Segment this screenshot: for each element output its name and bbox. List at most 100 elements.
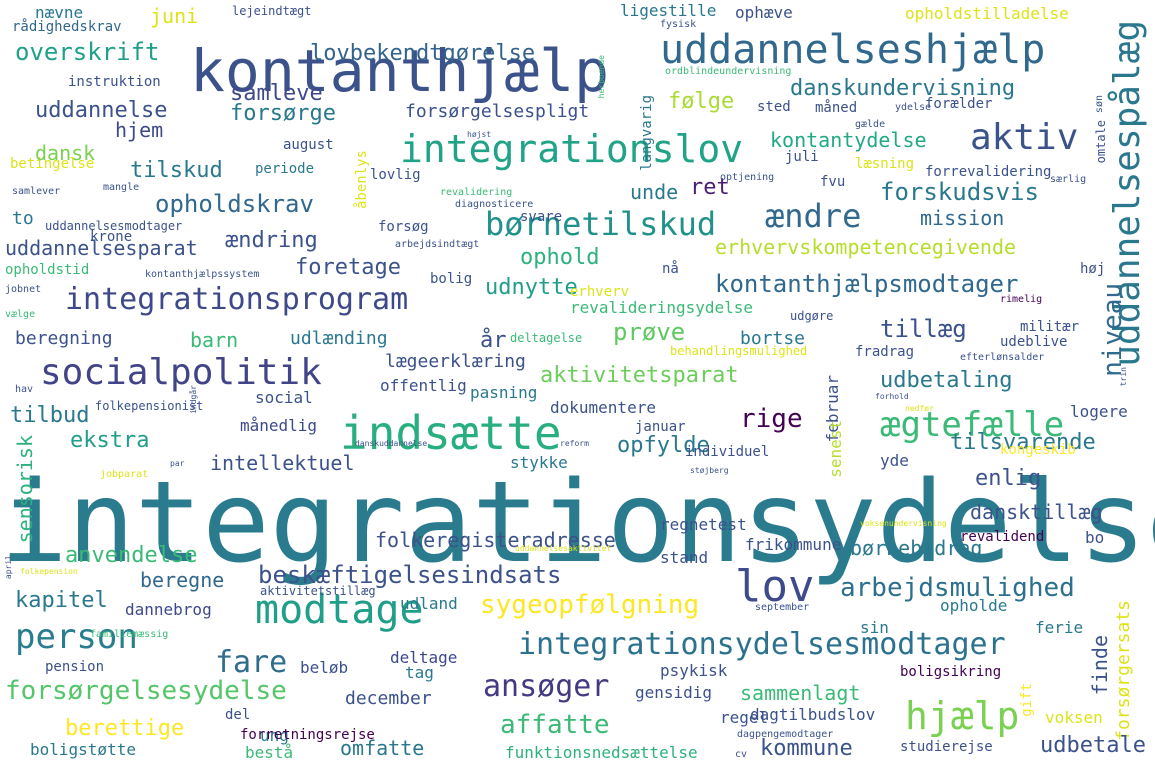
cloud-word: familiemæssig — [90, 629, 169, 640]
cloud-word: kontanthjælpsmodtager — [715, 270, 1019, 298]
cloud-word: gift — [1019, 683, 1035, 717]
cloud-word: stand — [660, 548, 709, 567]
cloud-word: danskuddannelse — [355, 439, 428, 448]
cloud-word: januar — [635, 419, 686, 435]
cloud-word: deltagelse — [510, 331, 583, 345]
cloud-word: arbejdsindtægt — [395, 239, 480, 250]
cloud-word: månedlig — [240, 416, 318, 435]
cloud-word: april — [4, 555, 13, 580]
cloud-word: rimelig — [1000, 294, 1043, 305]
cloud-word: langvarig — [639, 95, 655, 171]
cloud-word: revalideringsydelse — [570, 298, 754, 317]
cloud-word: senest — [826, 420, 845, 478]
cloud-word: august — [283, 137, 334, 153]
cloud-word: ydelse — [895, 102, 932, 113]
cloud-word: modtage — [255, 587, 424, 633]
cloud-word: behandlingsmulighed — [670, 344, 808, 358]
cloud-word: juni — [150, 4, 199, 28]
cloud-word: gælde — [855, 119, 886, 130]
cloud-word: fradrag — [855, 344, 915, 360]
cloud-word: ansøger — [483, 669, 610, 704]
cloud-word: beløb — [300, 658, 349, 677]
cloud-word: folkeregisteradresse — [375, 528, 616, 552]
cloud-word: udland — [400, 594, 458, 613]
cloud-word: omtale — [1094, 120, 1108, 164]
cloud-word: kongeskib — [1000, 442, 1076, 458]
cloud-word: fare — [215, 645, 288, 680]
cloud-word: børnebidrag — [850, 536, 983, 560]
cloud-word: ophold — [520, 245, 600, 270]
cloud-word: affatte — [500, 710, 610, 740]
cloud-word: par — [170, 459, 185, 468]
cloud-word: søn — [1094, 95, 1105, 114]
cloud-word: nævne — [35, 3, 84, 22]
cloud-word: revalidend — [960, 529, 1045, 545]
cloud-word: jobnet — [5, 284, 42, 295]
cloud-word: forsørgelsespligt — [405, 101, 590, 122]
cloud-word: barn — [190, 328, 239, 352]
cloud-word: åbenlys — [354, 150, 370, 210]
cloud-word: høj — [1080, 261, 1106, 277]
cloud-word: kommune — [760, 736, 853, 761]
cloud-word: udlænding — [290, 328, 388, 349]
cloud-word: lovlig — [370, 167, 421, 183]
cloud-word: integrationsprogram — [65, 282, 409, 317]
cloud-word: forskudsvis — [880, 178, 1039, 206]
cloud-word: indgår — [189, 385, 198, 414]
cloud-word: regnetest — [660, 515, 747, 534]
cloud-word: dagtilbudslov — [750, 705, 876, 724]
cloud-word: beskæftigelsesindsats — [258, 561, 562, 589]
cloud-word: ordblindeundervisning — [665, 66, 792, 77]
cloud-word: opholdstilladelse — [905, 4, 1069, 23]
cloud-word: to — [12, 208, 34, 229]
cloud-word: deltage — [390, 648, 458, 667]
cloud-word: ret — [690, 175, 730, 200]
cloud-word: udbetale — [1040, 733, 1146, 758]
cloud-word: revalidering — [440, 187, 513, 198]
cloud-word: individuel — [685, 444, 770, 460]
cloud-word: diagnosticere — [455, 199, 534, 210]
cloud-word: krone — [90, 229, 133, 245]
cloud-word: bestå — [245, 743, 294, 762]
cloud-word: forælder — [925, 96, 993, 112]
cloud-word: forhold — [875, 392, 909, 401]
cloud-word: studierejse — [900, 739, 993, 755]
cloud-word: integrationsydelse — [0, 458, 1155, 588]
cloud-word: danskundervisning — [790, 76, 1016, 101]
cloud-word: berettige — [65, 716, 185, 741]
cloud-word: voksen — [1045, 708, 1103, 727]
cloud-word: militær — [1020, 319, 1080, 335]
cloud-word: lov — [735, 561, 815, 612]
cloud-word: vælge — [5, 309, 36, 320]
cloud-word: efterlønsalder — [960, 352, 1045, 363]
cloud-word: måned — [815, 100, 858, 116]
cloud-word: kontanthjælpssystem — [145, 269, 260, 280]
cloud-word: dokumentere — [550, 398, 656, 417]
cloud-word: uddannelsesparat — [5, 236, 198, 260]
cloud-word: bolig — [430, 271, 473, 287]
cloud-word: nå — [662, 261, 679, 277]
cloud-word: forretningsrejse — [240, 727, 375, 743]
cloud-word: aktiv — [970, 117, 1079, 158]
cloud-word: socialpolitik — [40, 352, 322, 393]
cloud-word: år — [480, 328, 507, 353]
cloud-word: lovbekendtgørelse — [310, 41, 536, 66]
cloud-word: forsørge — [230, 101, 336, 126]
cloud-word: ligestille — [620, 1, 717, 20]
cloud-word: ophæve — [735, 3, 793, 22]
cloud-word: lejeindtægt — [232, 4, 312, 18]
cloud-word: jobparat — [100, 469, 149, 480]
cloud-word: sensorisk — [13, 435, 37, 544]
cloud-word: overskrift — [15, 38, 160, 66]
cloud-word: indsætte — [340, 406, 562, 460]
cloud-word: logere — [1070, 402, 1128, 421]
cloud-word: svare — [520, 209, 563, 225]
cloud-word: september — [755, 602, 810, 613]
cloud-word: udbetaling — [880, 368, 1013, 393]
cloud-word: opholdstid — [5, 262, 90, 278]
cloud-word: frikommune — [745, 535, 842, 554]
cloud-word: trin — [1119, 367, 1128, 387]
cloud-word: særlig — [1050, 174, 1087, 185]
cloud-word: folkepension — [20, 567, 78, 576]
